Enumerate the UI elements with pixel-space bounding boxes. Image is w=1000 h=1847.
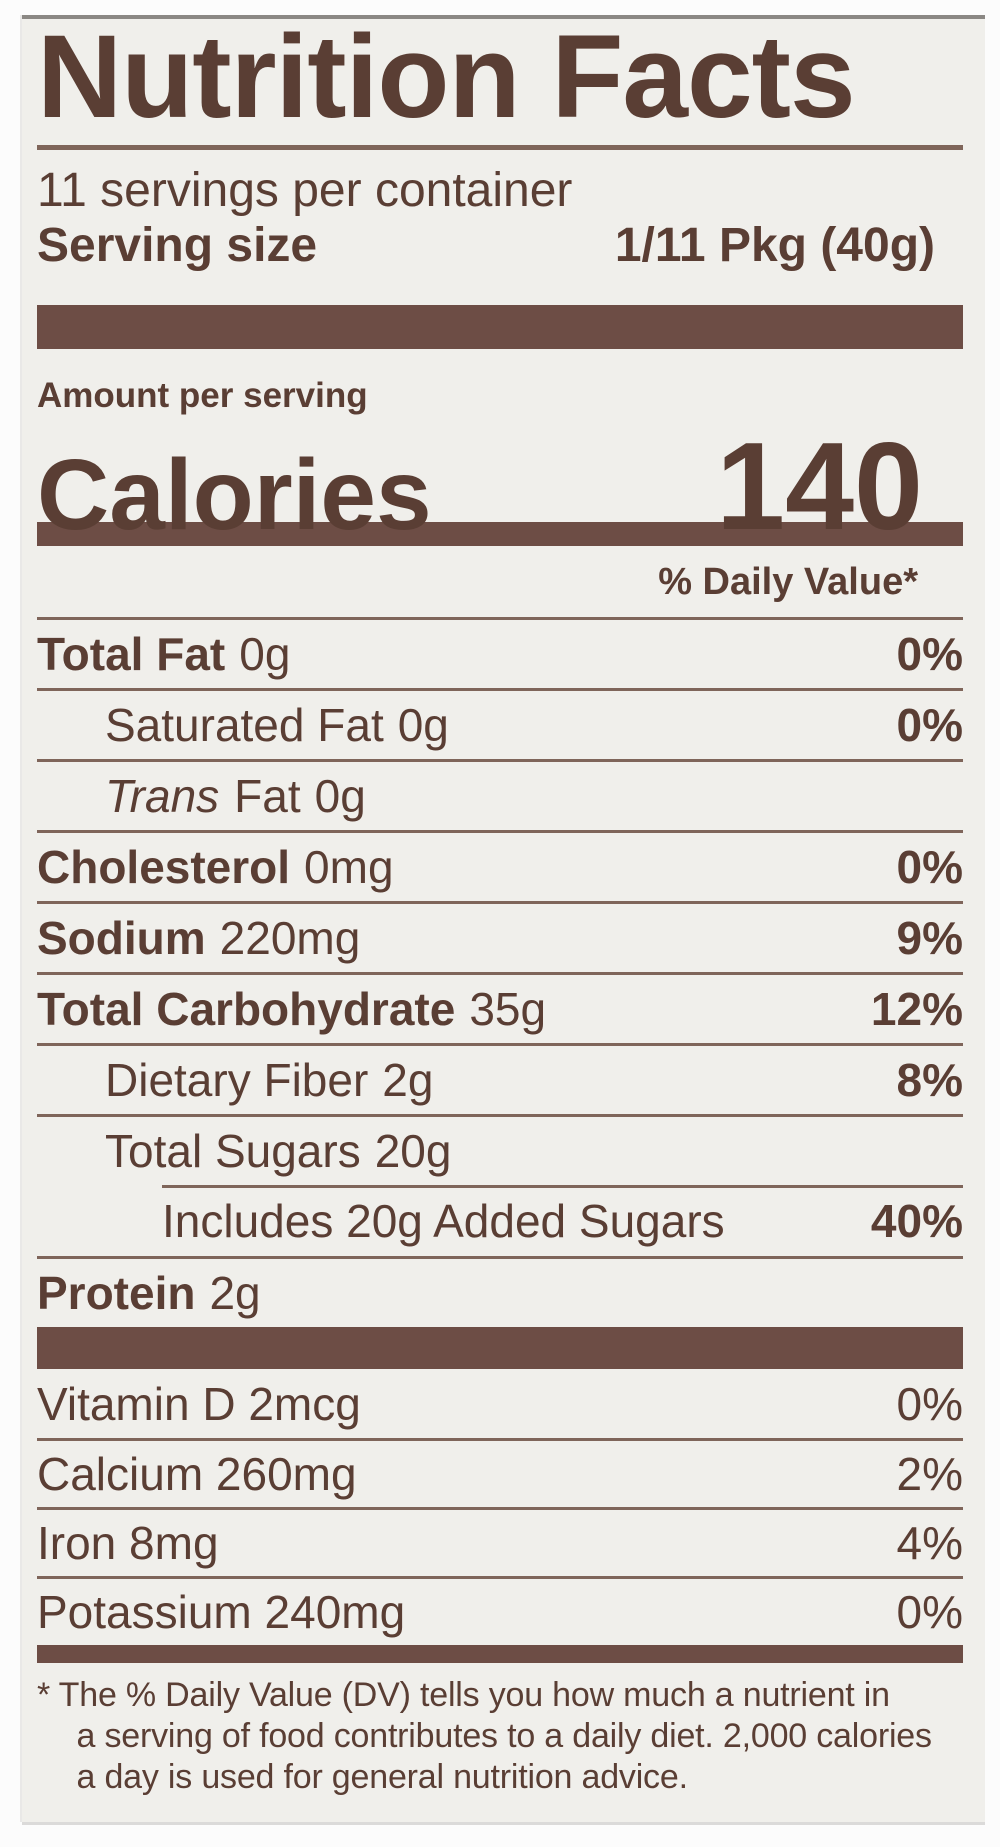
section-divider-bar xyxy=(37,1327,963,1369)
micronutrient-name: Vitamin D 2mcg xyxy=(37,1377,361,1430)
nutrient-name: Sodium xyxy=(37,912,206,964)
nutrient-amount: 220mg xyxy=(219,912,361,964)
nutrient-name-italic: Trans xyxy=(105,770,220,822)
row-sodium: Sodium 220mg 9% xyxy=(37,901,963,972)
section-divider-bar xyxy=(37,522,963,546)
row-cholesterol: Cholesterol 0mg 0% xyxy=(37,830,963,901)
row-includes-20g-added-sugars: Includes 20g Added Sugars 40% xyxy=(37,1185,963,1256)
nutrient-daily-value: 0% xyxy=(896,699,963,751)
calories-row: Calories 140 xyxy=(37,416,963,556)
nutrient-name: Total Fat xyxy=(37,628,226,680)
label-title: Nutrition Facts xyxy=(37,11,856,143)
micronutrient-name: Calcium 260mg xyxy=(37,1448,357,1500)
row-total-sugars: Total Sugars 20g xyxy=(37,1114,963,1185)
nutrient-name: Protein xyxy=(37,1267,196,1319)
nutrient-name: Saturated Fat xyxy=(105,699,384,751)
micronutrient-daily-value: 4% xyxy=(896,1517,963,1569)
row-potassium-240mg: Potassium 240mg 0% xyxy=(37,1576,963,1645)
micronutrient-name: Iron 8mg xyxy=(37,1517,219,1569)
nutrient-amount: 0g xyxy=(397,699,449,751)
micronutrient-daily-value: 0% xyxy=(896,1586,963,1638)
row-protein: Protein 2g xyxy=(37,1256,963,1327)
nutrient-name: Fat xyxy=(234,770,301,822)
nutrient-name: Total Sugars xyxy=(105,1125,361,1177)
serving-size-value: 1/11 Pkg (40g) xyxy=(614,219,935,272)
nutrient-name: Cholesterol xyxy=(37,841,291,893)
nutrient-daily-value: 8% xyxy=(896,1054,963,1106)
section-divider-bar xyxy=(37,1645,963,1663)
row-calcium-260mg: Calcium 260mg 2% xyxy=(37,1438,963,1507)
nutrient-name: Dietary Fiber xyxy=(105,1054,369,1106)
section-divider-bar xyxy=(37,305,963,349)
nutrient-amount: 35g xyxy=(469,983,547,1035)
row-total-fat: Total Fat 0g 0% xyxy=(37,617,963,688)
nutrient-daily-value: 0% xyxy=(896,628,963,680)
nutrient-daily-value: 0% xyxy=(896,841,963,893)
micronutrient-daily-value: 0% xyxy=(896,1377,963,1430)
serving-size-label: Serving size xyxy=(37,219,318,272)
nutrient-daily-value: 40% xyxy=(870,1194,963,1247)
calories-value: 140 xyxy=(716,418,923,556)
nutrient-amount: 2g xyxy=(382,1054,434,1106)
nutrient-name: Total Carbohydrate xyxy=(37,983,456,1035)
nutrient-daily-value: 12% xyxy=(870,983,963,1035)
micronutrient-name: Potassium 240mg xyxy=(37,1586,406,1638)
amount-per-serving-label: Amount per serving xyxy=(37,376,368,415)
calories-label: Calories xyxy=(37,439,432,551)
serving-size-row: Serving size 1/11 Pkg (40g) xyxy=(37,218,963,274)
nutrient-amount: 0g xyxy=(239,628,291,680)
micronutrient-daily-value: 2% xyxy=(896,1448,963,1500)
row-iron-8mg: Iron 8mg 4% xyxy=(37,1507,963,1576)
micronutrient-rows: Vitamin D 2mcg 0% Calcium 260mg 2% Iron … xyxy=(37,1369,963,1645)
daily-value-header: % Daily Value* xyxy=(658,561,918,603)
nutrient-name: Includes 20g Added Sugars xyxy=(162,1194,725,1247)
row-vitamin-d-2mcg: Vitamin D 2mcg 0% xyxy=(37,1369,963,1438)
nutrient-rows: Total Fat 0g 0% Saturated Fat 0g 0% Tran… xyxy=(37,617,963,1327)
nutrient-amount: 0g xyxy=(314,770,366,822)
nutrition-facts-label: Nutrition Facts 11 servings per containe… xyxy=(22,15,985,1822)
title-divider xyxy=(37,145,963,150)
nutrient-amount: 20g xyxy=(374,1125,452,1177)
row-total-carbohydrate: Total Carbohydrate 35g 12% xyxy=(37,972,963,1043)
servings-per-container: 11 servings per container xyxy=(37,164,573,217)
row-dietary-fiber: Dietary Fiber 2g 8% xyxy=(37,1043,963,1114)
row-saturated-fat: Saturated Fat 0g 0% xyxy=(37,688,963,759)
nutrient-daily-value: 9% xyxy=(896,912,963,964)
nutrient-amount: 0mg xyxy=(304,841,394,893)
nutrient-amount: 2g xyxy=(209,1267,261,1319)
footnote: * The % Daily Value (DV) tells you how m… xyxy=(37,1676,932,1796)
row-trans-fat: Trans Fat 0g xyxy=(37,759,963,830)
